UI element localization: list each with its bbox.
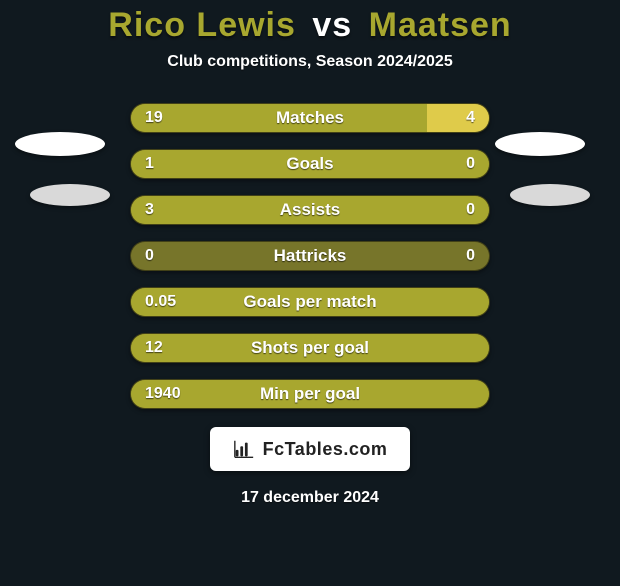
stat-label: Matches <box>131 104 489 132</box>
stat-row: 10Goals <box>130 149 490 179</box>
source-badge: FcTables.com <box>210 427 410 471</box>
title-player2: Maatsen <box>369 6 512 44</box>
chart-icon <box>233 438 255 460</box>
stat-label: Goals <box>131 150 489 178</box>
stat-row: 194Matches <box>130 103 490 133</box>
stat-row: 12Shots per goal <box>130 333 490 363</box>
subtitle: Club competitions, Season 2024/2025 <box>0 53 620 71</box>
stat-row: 0.05Goals per match <box>130 287 490 317</box>
stat-label: Hattricks <box>131 242 489 270</box>
stat-label: Goals per match <box>131 288 489 316</box>
stat-row: 30Assists <box>130 195 490 225</box>
stat-label: Assists <box>131 196 489 224</box>
source-badge-text: FcTables.com <box>263 439 388 460</box>
date-text: 17 december 2024 <box>0 489 620 507</box>
page-title: Rico Lewis vs Maatsen <box>0 6 620 45</box>
title-vs: vs <box>312 6 352 44</box>
stat-row: 00Hattricks <box>130 241 490 271</box>
stat-rows: 194Matches 10Goals 30Assists 00Hattricks 0.0… <box>0 103 620 409</box>
stat-label: Shots per goal <box>131 334 489 362</box>
title-player1: Rico Lewis <box>108 6 296 44</box>
stat-label: Min per goal <box>131 380 489 408</box>
stat-row: 1940Min per goal <box>130 379 490 409</box>
